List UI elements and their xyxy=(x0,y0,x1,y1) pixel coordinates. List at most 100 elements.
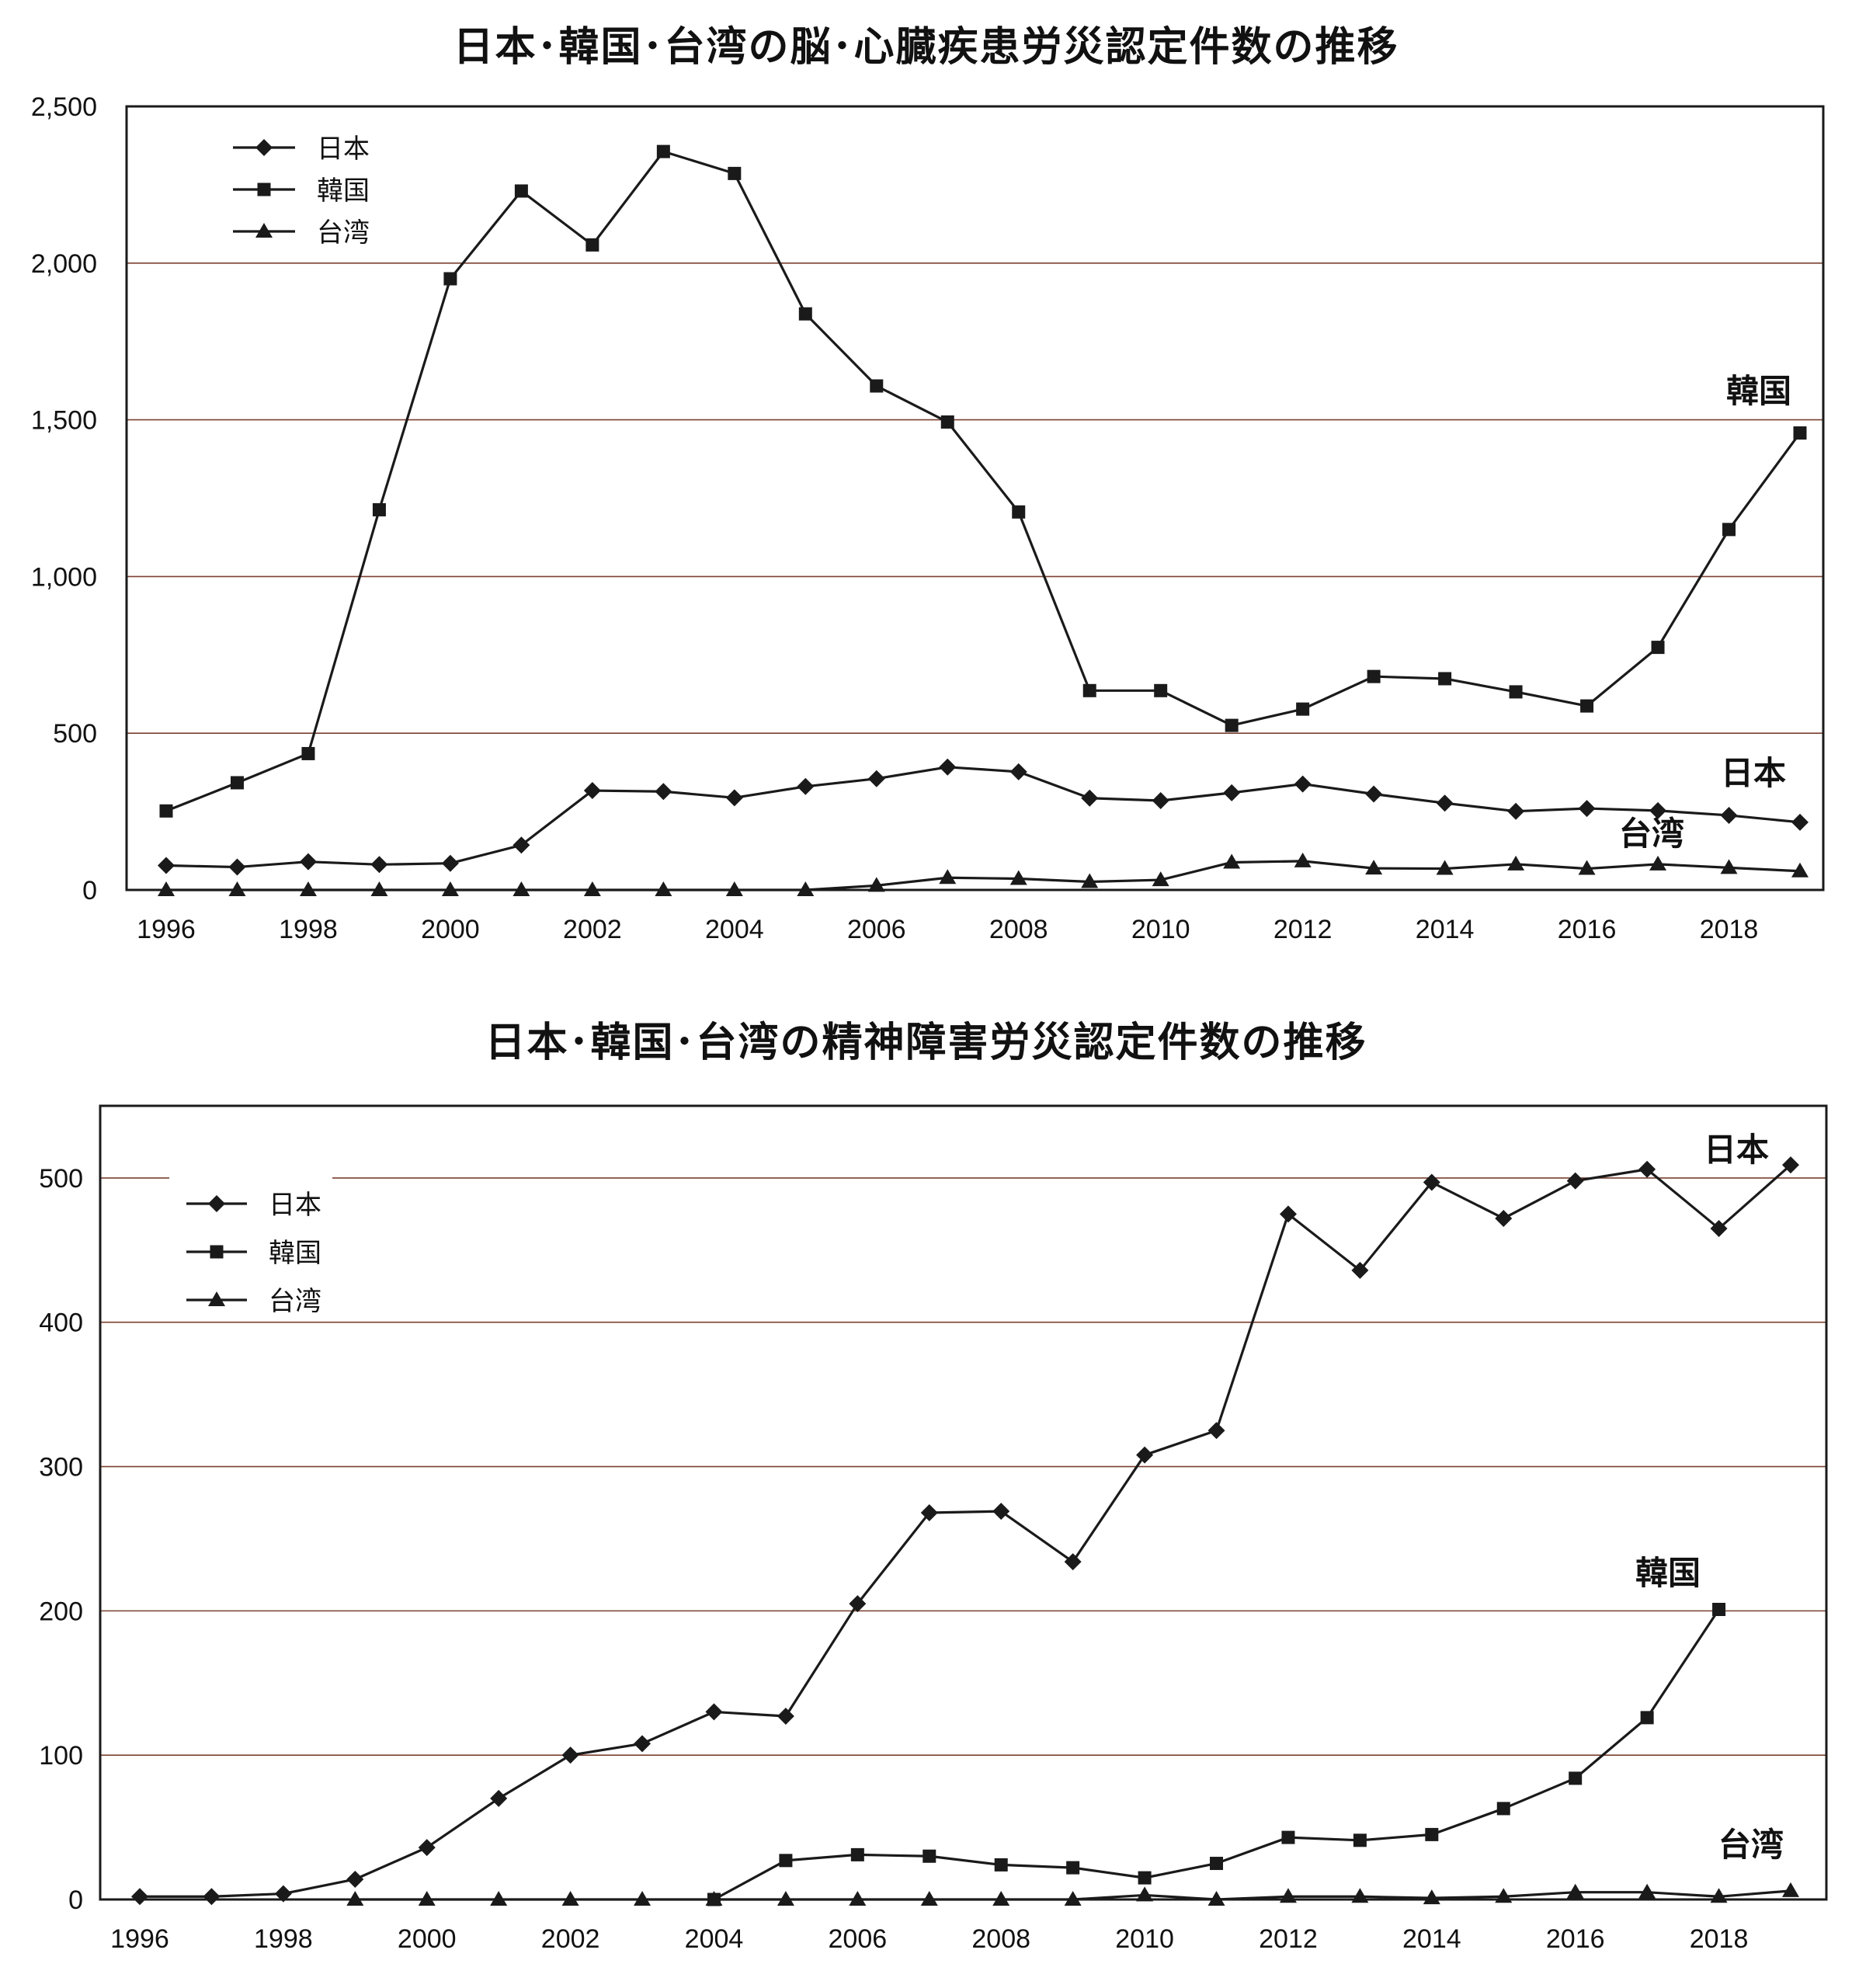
cardio-series-diamond-point xyxy=(1436,794,1454,812)
cardio-series-triangle-point xyxy=(1507,855,1525,871)
mental-series-square-point xyxy=(1353,1833,1367,1847)
cardio-ytick-label: 2,000 xyxy=(31,249,97,279)
cardio-series-diamond-point xyxy=(1791,813,1809,831)
cardio-xtick-label: 2008 xyxy=(989,915,1048,944)
mental-series-square-point xyxy=(1425,1827,1439,1841)
cardio-series-triangle-point xyxy=(1223,853,1241,869)
mental-series-triangle-point xyxy=(1495,1888,1513,1903)
cardio-ytick-label: 500 xyxy=(53,719,97,749)
cardio-series-diamond-point xyxy=(1009,763,1027,780)
mental-series-square-point xyxy=(1569,1771,1583,1785)
mental-xtick-label: 2010 xyxy=(1115,1924,1174,1954)
mental-xtick-label: 2016 xyxy=(1546,1924,1605,1954)
mental-series-square-point xyxy=(1210,1857,1224,1871)
chart-title-cardio: 日本･韓国･台湾の脳･心臓疾患労災認定件数の推移 xyxy=(453,24,1399,71)
mental-series-diamond-point xyxy=(634,1735,652,1753)
cardio-series-square-point xyxy=(940,415,954,429)
mental-series-diamond-point xyxy=(1495,1209,1513,1227)
mental-legend-box xyxy=(169,1173,332,1309)
cardio-xtick-label: 1996 xyxy=(137,915,196,944)
mental-series-square-point xyxy=(923,1849,936,1863)
cardio-xtick-label: 2018 xyxy=(1700,915,1759,944)
cardio-series-square-point xyxy=(301,746,315,760)
mental-xtick-label: 2004 xyxy=(685,1924,744,1954)
mental-xtick-label: 2008 xyxy=(971,1924,1030,1954)
mental-series-square-point xyxy=(850,1847,864,1861)
mental-series-square-point xyxy=(1712,1603,1726,1617)
mental-series-triangle-point xyxy=(1207,1891,1225,1906)
mental-series-square-line xyxy=(713,1608,1720,1901)
mental-xtick-label: 2014 xyxy=(1402,1924,1461,1954)
cardio-series-diamond-point xyxy=(228,858,246,876)
mental-series-triangle-point xyxy=(777,1891,794,1906)
cardio-series-triangle-point xyxy=(228,881,246,896)
cardio-series-annotation: 韓国 xyxy=(1726,373,1791,409)
mental-series-triangle-point xyxy=(1351,1888,1369,1903)
cardio-series-square-point xyxy=(159,804,173,818)
mental-ytick-label: 200 xyxy=(39,1597,83,1626)
cardio-series-square-point xyxy=(1296,702,1310,716)
mental-series-square-point xyxy=(1496,1802,1510,1816)
cardio-series-square-point xyxy=(656,144,670,158)
cardio-xtick-label: 2004 xyxy=(705,915,764,944)
mental-ytick-label: 500 xyxy=(39,1164,83,1194)
cardio-series-square-point xyxy=(798,307,812,321)
mental-series-annotation: 日本 xyxy=(1704,1131,1769,1168)
cardio-series-diamond-point xyxy=(583,782,601,800)
cardio-series-diamond-point xyxy=(513,836,530,854)
mental-ytick-label: 0 xyxy=(68,1885,83,1915)
cardio-xtick-label: 2016 xyxy=(1558,915,1617,944)
cardio-series-triangle-point xyxy=(1649,855,1667,871)
cardio-series-square-point xyxy=(1367,669,1381,683)
mental-series-diamond-point xyxy=(274,1885,292,1903)
cardio-ytick-label: 2,500 xyxy=(31,92,97,122)
cardio-ytick-label: 0 xyxy=(82,876,97,905)
mental-series-diamond-point xyxy=(418,1839,436,1857)
cardio-legend-marker-triangle xyxy=(255,223,273,238)
mental-legend-marker-triangle xyxy=(208,1291,225,1306)
cardio-series-square-point xyxy=(1154,683,1168,697)
mental-series-triangle-point xyxy=(418,1891,436,1906)
mental-series-diamond-point xyxy=(346,1870,364,1888)
cardio-xtick-label: 2002 xyxy=(563,915,622,944)
mental-series-diamond-point xyxy=(1351,1261,1369,1279)
mental-series-diamond-point xyxy=(1566,1172,1584,1190)
cardio-series-triangle-point xyxy=(867,877,885,892)
cardio-series-diamond-point xyxy=(1365,785,1383,803)
cardio-xtick-label: 2010 xyxy=(1131,915,1190,944)
cardio-legend-label: 韓国 xyxy=(317,176,370,206)
mental-series-triangle-point xyxy=(849,1891,867,1906)
mental-series-diamond-line xyxy=(140,1163,1792,1898)
cardio-series-diamond-point xyxy=(370,856,388,874)
mental-series-diamond-point xyxy=(1423,1173,1440,1191)
mental-legend-label: 台湾 xyxy=(269,1287,321,1316)
mental-series-triangle-point xyxy=(705,1891,723,1906)
cardio-series-annotation: 台湾 xyxy=(1619,815,1684,852)
cardio-series-diamond-point xyxy=(158,857,175,874)
mental-xtick-label: 2000 xyxy=(398,1924,457,1954)
mental-series-triangle-point xyxy=(346,1891,364,1906)
cardio-series-square-point xyxy=(1082,683,1096,697)
mental-xtick-label: 1996 xyxy=(110,1924,169,1954)
cardio-plot-frame xyxy=(125,105,1825,891)
cardio-series-triangle-point xyxy=(1578,860,1596,875)
cardio-xtick-label: 1998 xyxy=(279,915,338,944)
mental-series-square-point xyxy=(1138,1871,1152,1885)
mental-series-triangle-point xyxy=(1423,1889,1440,1905)
mental-ytick-label: 100 xyxy=(39,1741,83,1771)
mental-series-triangle-point xyxy=(634,1891,652,1906)
cardio-series-square-point xyxy=(1793,426,1807,440)
cardio-series-triangle-point xyxy=(158,881,175,896)
cardio-series-diamond-point xyxy=(867,770,885,787)
cardio-ytick-label: 1,000 xyxy=(31,562,97,592)
mental-series-diamond-point xyxy=(705,1703,723,1721)
mental-series-diamond-point xyxy=(777,1708,794,1726)
cardio-series-square-point xyxy=(585,238,599,252)
mental-xtick-label: 2012 xyxy=(1259,1924,1318,1954)
mental-series-triangle-point xyxy=(1136,1886,1154,1902)
cardio-series-square-point xyxy=(1225,718,1239,732)
mental-xtick-label: 2002 xyxy=(541,1924,600,1954)
cardio-series-triangle-point xyxy=(1436,860,1454,875)
cardio-series-square-point xyxy=(728,166,742,180)
